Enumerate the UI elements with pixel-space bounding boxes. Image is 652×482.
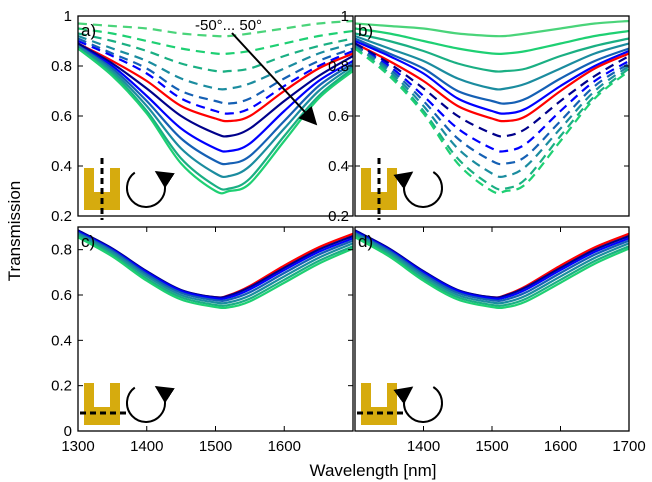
series-line-8 [355, 42, 629, 138]
series-line-6 [78, 234, 353, 307]
u-shaped-resonator-icon [84, 168, 120, 210]
series-line-7 [78, 42, 353, 123]
x-tick-label: 1600 [268, 438, 301, 455]
series-line-4 [355, 34, 629, 91]
series-line-9 [355, 45, 629, 153]
series-line-1 [355, 19, 629, 38]
inset-schematic [84, 158, 175, 220]
x-tick-label: 1500 [475, 438, 508, 455]
angle-direction-arrow [231, 32, 318, 126]
series-line-5 [78, 37, 353, 105]
panel-a: 0.2 0.4 0.6 0.8 1 a) [51, 8, 354, 225]
series-group [355, 19, 629, 195]
panels: 0.2 0.4 0.6 0.8 1 a) 0.2 0.4 0.6 0.8 1 b) 0 0.2 0.4 0.6… [51, 8, 646, 455]
series-line-4 [78, 231, 353, 302]
x-tick-label: 1300 [61, 438, 94, 455]
series-line-3 [78, 32, 353, 73]
circular-polarization-left-icon [393, 386, 443, 423]
panel-c: 0 0.2 0.4 0.6 0.8 1300 1400 1500 1600 c) [51, 226, 354, 455]
series-line-5 [355, 232, 629, 305]
y-tick-label: 0.2 [51, 378, 72, 395]
panel-label: d) [358, 232, 373, 251]
y-tick-label: 0.6 [328, 108, 349, 125]
series-line-10 [355, 45, 629, 166]
panel-label: c) [81, 232, 95, 251]
series-line-7 [355, 42, 629, 123]
series-line-4 [355, 231, 629, 302]
series-line-5 [78, 232, 353, 305]
panel-label: b) [358, 21, 373, 40]
y-tick-label: 0.2 [51, 208, 72, 225]
y-tick-label: 0.2 [328, 208, 349, 225]
u-shaped-resonator-icon [361, 168, 397, 210]
series-group [78, 229, 353, 310]
series-line-4 [78, 34, 353, 91]
angle-range-annotation: -50°... 50° [195, 17, 262, 34]
u-shaped-resonator-icon [361, 383, 397, 425]
series-line-12 [355, 47, 629, 191]
series-line-3 [355, 230, 629, 301]
x-tick-label: 1500 [199, 438, 232, 455]
y-tick-label: 0.4 [51, 332, 72, 349]
y-tick-label: 0.6 [51, 287, 72, 304]
x-tick-label: 1700 [612, 438, 645, 455]
y-tick-label: 1 [64, 8, 72, 25]
panel-b: 0.2 0.4 0.6 0.8 1 b) [328, 8, 630, 225]
series-line-2 [355, 27, 629, 56]
x-axis-label: Wavelength [nm] [310, 461, 437, 480]
series-group [355, 229, 629, 310]
series-line-8 [78, 42, 353, 138]
y-tick-label: 0.8 [51, 242, 72, 259]
series-line-3 [78, 230, 353, 301]
circular-polarization-right-icon [125, 386, 175, 423]
y-tick-label: 0.4 [328, 158, 349, 175]
series-line-7 [78, 236, 353, 310]
series-line-11 [355, 45, 629, 179]
y-tick-label: 0.4 [51, 158, 72, 175]
panel-d: 1400 1500 1600 1700 d) [354, 226, 646, 455]
x-tick-label: 1400 [407, 438, 440, 455]
series-line-3 [355, 32, 629, 73]
y-tick-label: 0.6 [51, 108, 72, 125]
x-tick-label: 1600 [544, 438, 577, 455]
series-line-10 [78, 45, 353, 166]
x-tick-label: 1400 [130, 438, 163, 455]
series-line-13 [355, 47, 629, 195]
series-line-7 [355, 236, 629, 310]
inset-schematic [80, 383, 175, 425]
y-axis-label: Transmission [5, 181, 24, 281]
y-tick-label: 0 [64, 423, 72, 440]
circular-polarization-left-icon [393, 171, 443, 208]
series-line-2 [78, 27, 353, 56]
inset-schematic [361, 158, 443, 220]
series-line-6 [355, 39, 629, 115]
series-line-1 [78, 19, 353, 38]
circular-polarization-right-icon [125, 171, 175, 208]
u-shaped-resonator-icon [84, 383, 120, 425]
y-tick-label: 1 [341, 8, 349, 25]
series-line-6 [355, 234, 629, 307]
series-group [78, 19, 353, 195]
series-line-9 [78, 45, 353, 153]
series-line-5 [355, 37, 629, 105]
panel-label: a) [81, 21, 96, 40]
y-tick-label: 0.8 [328, 58, 349, 75]
y-tick-label: 0.8 [51, 58, 72, 75]
inset-schematic [357, 383, 443, 425]
